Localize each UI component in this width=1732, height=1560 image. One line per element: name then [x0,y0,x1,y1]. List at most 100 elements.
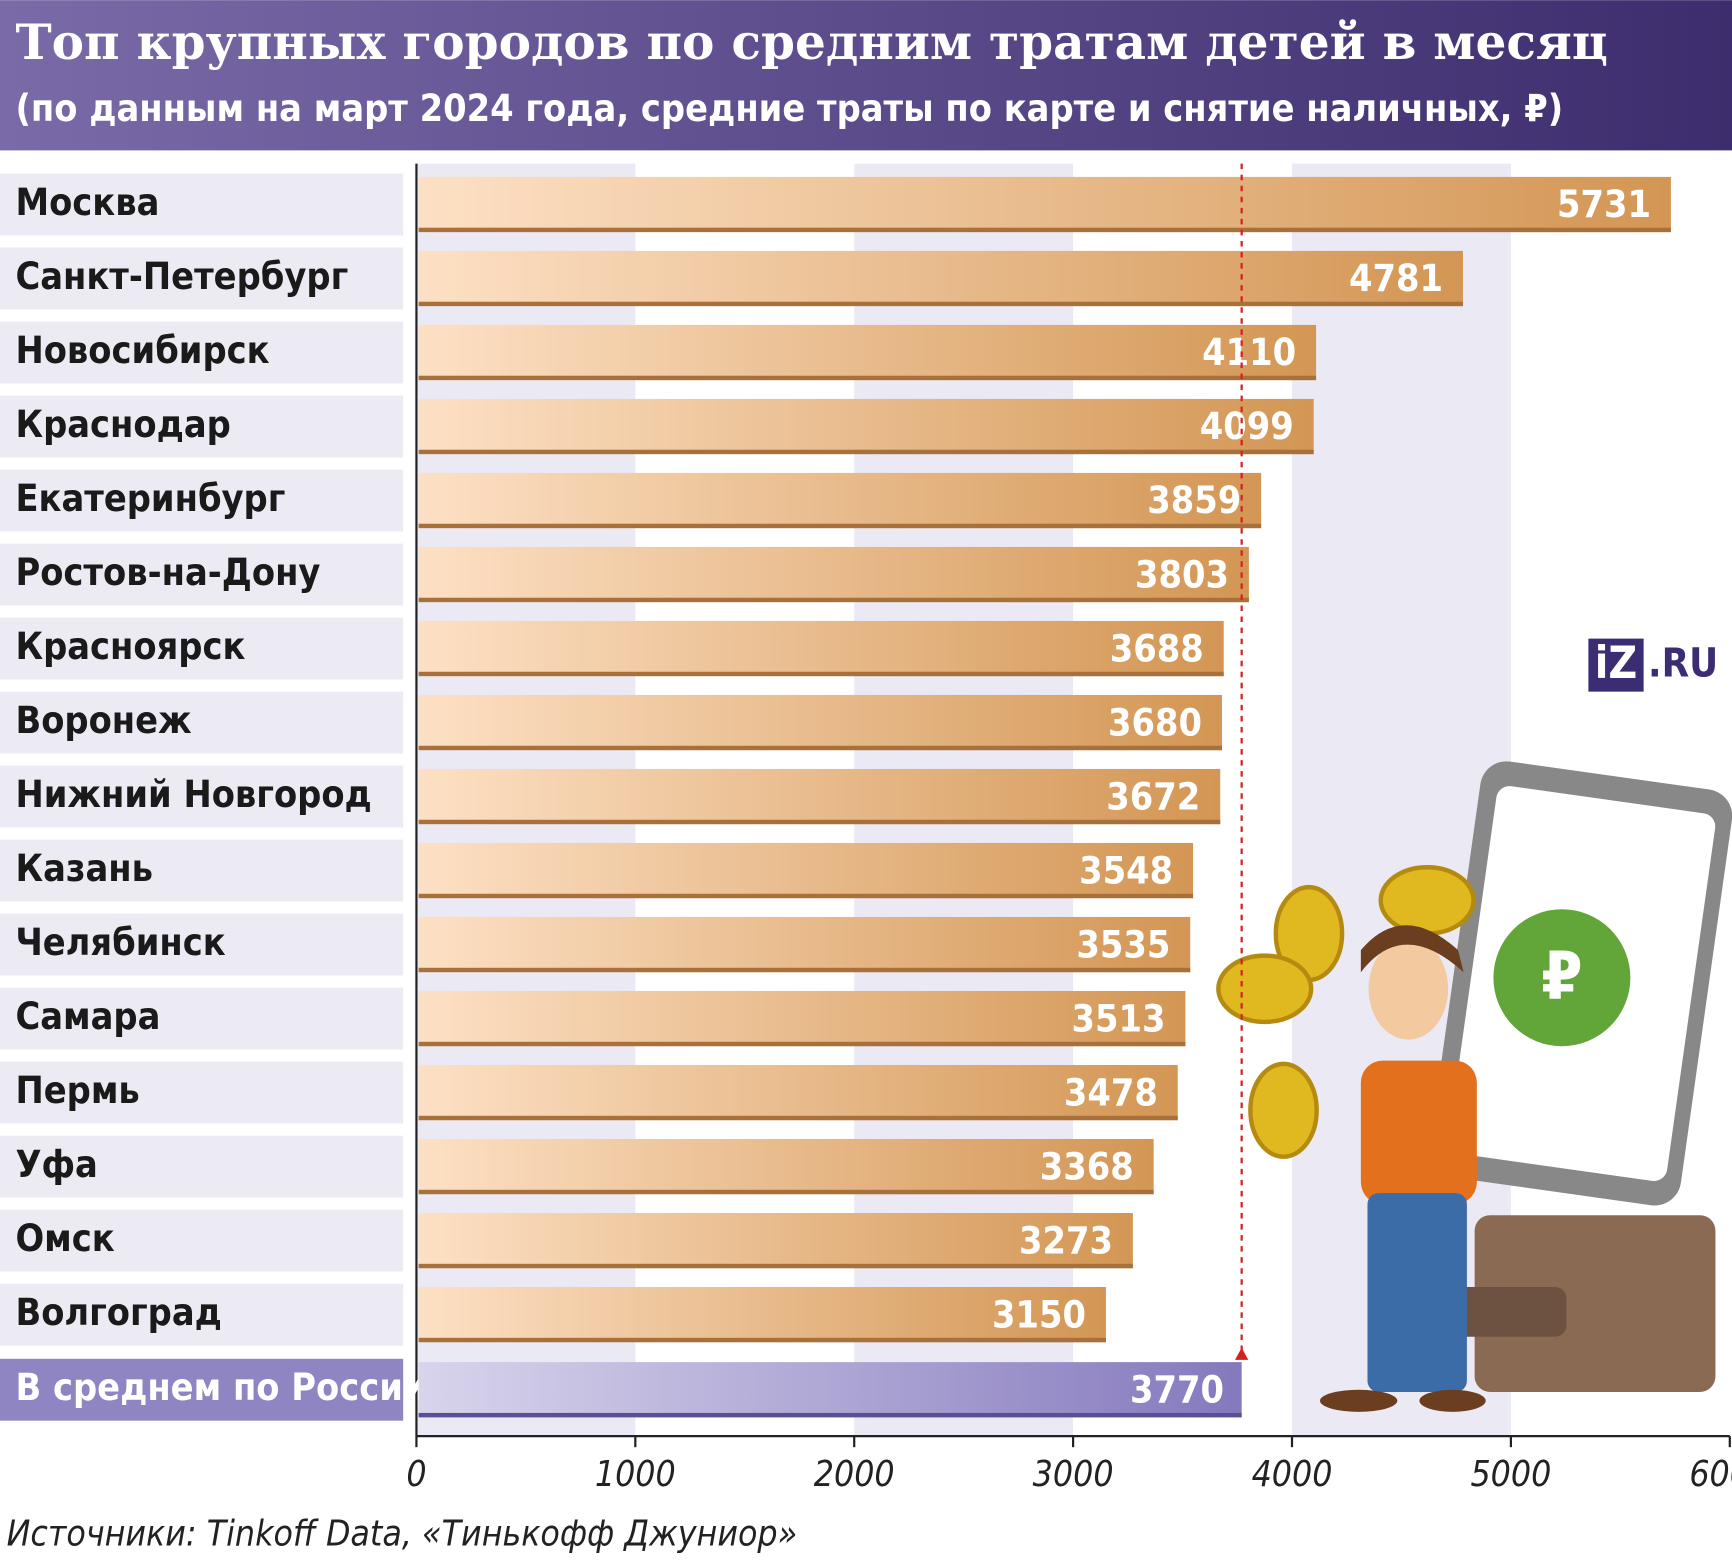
bar-shadow [418,227,1671,233]
average-marker [1235,1347,1249,1360]
category-label: Москва [15,180,159,224]
value-label: 4099 [1200,404,1294,448]
illustration: ₽ [1216,761,1732,1412]
title: Топ крупных городов по средним тратам де… [15,14,1607,71]
bar [418,694,1222,751]
label-box [0,913,404,976]
bar [418,250,1463,307]
bar-shadow [418,745,1222,751]
value-label: 3859 [1147,478,1241,522]
category-label: Уфа [15,1142,97,1186]
value-label: 3273 [1019,1218,1113,1262]
category-label: Пермь [15,1068,139,1112]
bar-shadow [418,671,1224,677]
value-label: 4110 [1202,330,1296,374]
value-label: 3513 [1072,996,1166,1040]
category-label: Новосибирск [15,328,269,372]
bar [418,1138,1154,1195]
x-tick-label: 6000 [1689,1454,1732,1495]
value-label: 3535 [1076,922,1170,966]
bar-shadow [418,597,1249,603]
average-value-label: 3770 [1130,1367,1224,1411]
bar [418,1064,1178,1121]
logo-right: .RU [1648,641,1718,687]
subtitle: (по данным на март 2024 года, средние тр… [15,86,1563,130]
header [0,0,1732,151]
category-label: Волгоград [15,1290,221,1334]
bar [418,1287,1106,1343]
category-label: Казань [15,846,153,890]
value-label: 3680 [1108,700,1202,744]
category-label: Самара [15,994,160,1038]
bar [418,842,1194,899]
value-label: 3478 [1064,1070,1158,1114]
value-label: 3688 [1110,626,1204,670]
label-box [0,321,404,384]
value-label: 3672 [1106,774,1200,818]
bar [418,324,1317,381]
category-label: Омск [15,1216,114,1260]
svg-text:₽: ₽ [1541,937,1582,1015]
category-label: Красноярск [15,624,245,668]
value-label: 4781 [1349,256,1443,300]
bar-shadow [418,1263,1133,1269]
x-tick-label: 0 [406,1454,426,1495]
bar-shadow [418,893,1194,899]
bar-shadow [418,1041,1186,1047]
label-box [0,987,404,1050]
label-box [0,839,404,902]
source: Источники: Tinkoff Data, «Тинькофф Джуни… [7,1514,798,1555]
label-box [0,247,404,310]
label-box [0,173,404,236]
bar-shadow [418,967,1191,973]
logo-mark [1588,638,1644,692]
label-box [0,1283,404,1346]
bar-shadow [418,523,1262,529]
average-label-box [0,1358,404,1421]
bar [418,472,1262,529]
bar [418,768,1221,825]
label-box [0,617,404,680]
label-box [0,1135,404,1198]
average-bar [418,1362,1242,1418]
average-label: В среднем по России [15,1365,426,1409]
bar-shadow [418,375,1317,381]
bar-shadow [418,819,1221,825]
bar-shadow [418,301,1463,307]
category-label: Челябинск [15,920,225,964]
label-box [0,1061,404,1124]
x-tick-label: 3000 [1033,1454,1114,1495]
category-label: Санкт-Петербург [15,254,348,298]
x-tick-label: 5000 [1470,1454,1551,1495]
value-label: 3803 [1135,552,1229,596]
average-bar-shadow [418,1412,1242,1418]
value-label: 5731 [1557,182,1651,226]
category-label: Нижний Новгород [15,772,371,816]
bar [418,916,1191,973]
category-label: Краснодар [15,402,230,446]
value-label: 3150 [992,1292,1086,1336]
category-label: Воронеж [15,698,192,742]
category-label: Екатеринбург [15,476,285,520]
label-box [0,765,404,828]
bar [418,176,1671,233]
bar [418,620,1224,677]
bar-shadow [418,1115,1178,1121]
bar [418,546,1249,603]
value-label: 3368 [1040,1144,1134,1188]
label-box [0,691,404,754]
x-tick-label: 1000 [595,1454,676,1495]
label-box [0,395,404,458]
bar-shadow [418,1189,1154,1195]
bar [418,398,1314,455]
category-label: Ростов-на-Дону [15,550,320,594]
x-tick-label: 4000 [1252,1454,1333,1495]
label-box [0,469,404,532]
bar-shadow [418,449,1314,455]
bar [418,990,1186,1047]
bar-shadow [418,1337,1106,1343]
label-box [0,543,404,606]
bar [418,1213,1133,1269]
logo-left: iZ [1595,638,1637,689]
